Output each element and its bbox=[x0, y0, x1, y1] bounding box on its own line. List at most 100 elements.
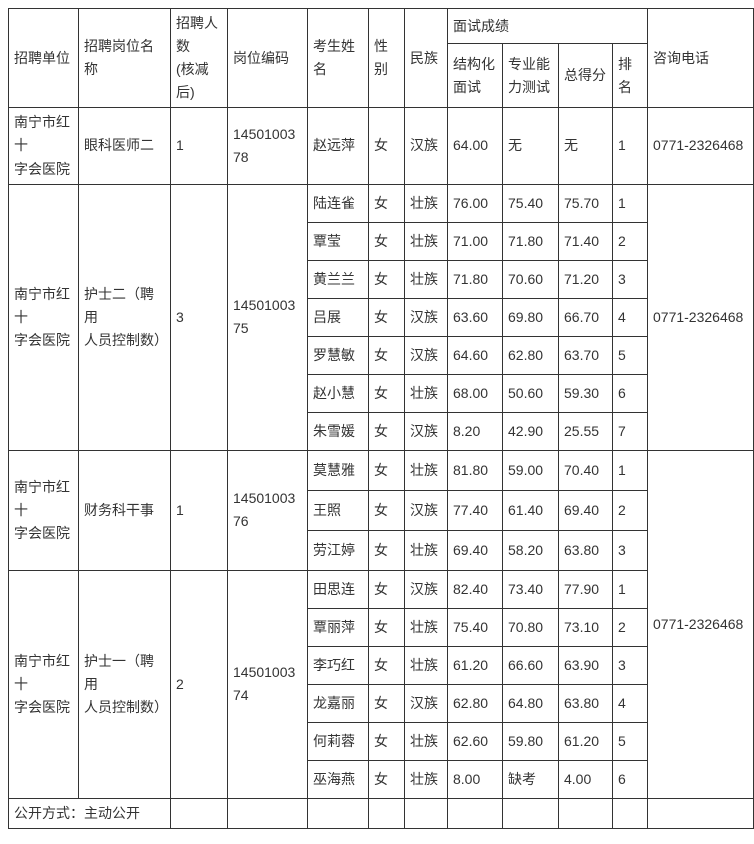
cell-professional-score: 59.80 bbox=[502, 721, 559, 761]
cell-rank: 5 bbox=[612, 335, 648, 375]
cell-professional-score: 无 bbox=[502, 107, 559, 185]
col-header-interview-scores-group: 面试成绩 bbox=[447, 7, 648, 45]
col-header-phone: 咨询电话 bbox=[647, 7, 754, 109]
cell-position-code: 1450100375 bbox=[227, 183, 308, 451]
cell-rank: 2 bbox=[612, 607, 648, 647]
cell-gender: 女 bbox=[368, 259, 405, 299]
cell-ethnicity: 汉族 bbox=[404, 107, 448, 185]
cell-total-score: 71.20 bbox=[558, 259, 613, 299]
cell-rank: 3 bbox=[612, 529, 648, 571]
footer-empty-cell bbox=[647, 797, 754, 829]
cell-rank: 4 bbox=[612, 297, 648, 337]
interview-results-table: 招聘单位 招聘岗位名称 招聘人数 (核减后) 岗位编码 考生姓名 性别 民族 面… bbox=[8, 7, 754, 829]
cell-structured-score: 8.20 bbox=[447, 411, 503, 451]
cell-rank: 6 bbox=[612, 373, 648, 413]
cell-phone: 0771-2326468 bbox=[647, 449, 754, 799]
cell-gender: 女 bbox=[368, 645, 405, 685]
table-row: 覃丽萍 女 壮族 75.40 70.80 73.10 2 bbox=[9, 607, 754, 647]
cell-structured-score: 76.00 bbox=[447, 183, 503, 223]
cell-structured-score: 64.60 bbox=[447, 335, 503, 375]
cell-position: 护士一（聘用 人员控制数） bbox=[78, 569, 171, 799]
table-row: 覃莹 女 壮族 71.00 71.80 71.40 2 bbox=[9, 221, 754, 261]
cell-structured-score: 61.20 bbox=[447, 645, 503, 685]
cell-candidate-name: 黄兰兰 bbox=[307, 259, 369, 299]
cell-gender: 女 bbox=[368, 759, 405, 799]
col-header-structured-interview: 结构化 面试 bbox=[447, 43, 503, 109]
cell-ethnicity: 壮族 bbox=[404, 183, 448, 223]
col-header-total-score: 总得分 bbox=[558, 43, 613, 109]
col-header-unit: 招聘单位 bbox=[8, 7, 79, 109]
col-header-candidate-name: 考生姓名 bbox=[307, 7, 369, 109]
cell-total-score: 25.55 bbox=[558, 411, 613, 451]
footer-empty-cell bbox=[404, 797, 448, 829]
cell-total-score: 63.80 bbox=[558, 529, 613, 571]
cell-rank: 1 bbox=[612, 569, 648, 609]
cell-candidate-name: 巫海燕 bbox=[307, 759, 369, 799]
cell-structured-score: 62.60 bbox=[447, 721, 503, 761]
table-row: 何莉蓉 女 壮族 62.60 59.80 61.20 5 bbox=[9, 721, 754, 761]
cell-candidate-name: 覃丽萍 bbox=[307, 607, 369, 647]
footer-empty-cell bbox=[558, 797, 613, 829]
col-header-position-code: 岗位编码 bbox=[227, 7, 308, 109]
cell-total-score: 70.40 bbox=[558, 449, 613, 491]
cell-unit: 南宁市红十 字会医院 bbox=[8, 569, 79, 799]
cell-candidate-name: 陆连雀 bbox=[307, 183, 369, 223]
footer-disclosure-cell: 公开方式：主动公开 bbox=[8, 797, 171, 829]
table-row: 南宁市红十 字会医院 护士一（聘用 人员控制数） 2 1450100374 田思… bbox=[8, 569, 754, 799]
cell-rank: 4 bbox=[612, 683, 648, 723]
cell-total-score: 66.70 bbox=[558, 297, 613, 337]
col-header-rank: 排名 bbox=[612, 43, 648, 109]
cell-structured-score: 77.40 bbox=[447, 489, 503, 531]
footer-empty-cell bbox=[368, 797, 405, 829]
cell-rank: 1 bbox=[612, 449, 648, 491]
cell-total-score: 4.00 bbox=[558, 759, 613, 799]
cell-total-score: 71.40 bbox=[558, 221, 613, 261]
col-header-gender: 性别 bbox=[368, 7, 405, 109]
cell-candidate-name: 覃莹 bbox=[307, 221, 369, 261]
cell-position: 财务科干事 bbox=[78, 449, 171, 571]
cell-position: 眼科医师二 bbox=[78, 107, 171, 185]
cell-gender: 女 bbox=[368, 683, 405, 723]
cell-unit: 南宁市红十 字会医院 bbox=[8, 183, 79, 451]
cell-total-score: 69.40 bbox=[558, 489, 613, 531]
cell-gender: 女 bbox=[368, 335, 405, 375]
cell-rank: 1 bbox=[612, 107, 648, 185]
cell-structured-score: 81.80 bbox=[447, 449, 503, 491]
table-row: 罗慧敏 女 汉族 64.60 62.80 63.70 5 bbox=[9, 335, 754, 375]
cell-total-score: 无 bbox=[558, 107, 613, 185]
cell-candidate-name: 田思连 bbox=[307, 569, 369, 609]
col-header-headcount: 招聘人数 (核减后) bbox=[170, 7, 228, 109]
cell-structured-score: 71.80 bbox=[447, 259, 503, 299]
cell-gender: 女 bbox=[368, 607, 405, 647]
cell-structured-score: 82.40 bbox=[447, 569, 503, 609]
cell-rank: 7 bbox=[612, 411, 648, 451]
cell-professional-score: 61.40 bbox=[502, 489, 559, 531]
cell-ethnicity: 汉族 bbox=[404, 569, 448, 609]
cell-gender: 女 bbox=[368, 529, 405, 571]
cell-professional-score: 42.90 bbox=[502, 411, 559, 451]
cell-professional-score: 58.20 bbox=[502, 529, 559, 571]
cell-position: 护士二（聘用 人员控制数） bbox=[78, 183, 171, 451]
cell-professional-score: 50.60 bbox=[502, 373, 559, 413]
cell-professional-score: 59.00 bbox=[502, 449, 559, 491]
cell-unit: 南宁市红十 字会医院 bbox=[8, 107, 79, 185]
table-row: 巫海燕 女 壮族 8.00 缺考 4.00 6 bbox=[9, 759, 754, 799]
footer-empty-cell bbox=[612, 797, 648, 829]
cell-ethnicity: 壮族 bbox=[404, 607, 448, 647]
cell-candidate-name: 罗慧敏 bbox=[307, 335, 369, 375]
cell-professional-score: 66.60 bbox=[502, 645, 559, 685]
cell-ethnicity: 壮族 bbox=[404, 259, 448, 299]
cell-ethnicity: 汉族 bbox=[404, 335, 448, 375]
cell-structured-score: 71.00 bbox=[447, 221, 503, 261]
cell-structured-score: 63.60 bbox=[447, 297, 503, 337]
cell-rank: 1 bbox=[612, 183, 648, 223]
cell-structured-score: 68.00 bbox=[447, 373, 503, 413]
cell-candidate-name: 赵远萍 bbox=[307, 107, 369, 185]
cell-rank: 5 bbox=[612, 721, 648, 761]
cell-total-score: 63.80 bbox=[558, 683, 613, 723]
table-row: 南宁市红十 字会医院 护士二（聘用 人员控制数） 3 1450100375 陆连… bbox=[8, 183, 754, 451]
cell-professional-score: 70.80 bbox=[502, 607, 559, 647]
cell-gender: 女 bbox=[368, 721, 405, 761]
cell-gender: 女 bbox=[368, 373, 405, 413]
